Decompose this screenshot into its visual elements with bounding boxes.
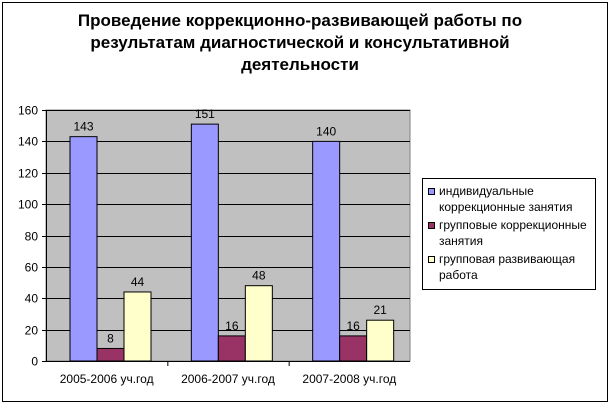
data-label: 151	[195, 107, 215, 121]
legend-item-group-development: групповая развивающая работа	[427, 251, 593, 283]
x-tick-label: 2006-2007 уч.год	[181, 372, 275, 386]
data-label: 140	[316, 124, 336, 138]
y-tick-label: 0	[31, 355, 38, 369]
bar-group-correction	[96, 347, 125, 362]
legend-label-group-development-line-2: работа	[439, 268, 478, 282]
legend-swatch-group-correction	[428, 222, 435, 229]
data-label: 8	[107, 331, 114, 345]
data-label: 48	[252, 269, 266, 283]
chart-title-line-3: деятельности	[241, 55, 359, 74]
y-tick-label: 100	[18, 198, 38, 212]
bar-group-development	[123, 291, 152, 362]
x-tick-label: 2007-2008 уч.год	[302, 372, 396, 386]
data-label: 16	[225, 319, 239, 333]
data-label: 44	[131, 275, 145, 289]
legend-swatch-individual	[428, 188, 435, 195]
y-tick-label: 120	[18, 167, 38, 181]
chart-title-line-1: Проведение коррекционно-развивающей рабо…	[77, 11, 523, 30]
legend: индивидуальные коррекционные занятия гру…	[422, 178, 596, 290]
y-tick-label: 160	[18, 104, 38, 118]
y-tick-label: 140	[18, 135, 38, 149]
bar-individual	[312, 140, 341, 362]
chart-title: Проведение коррекционно-развивающей рабо…	[40, 10, 560, 76]
bar-group-development	[366, 319, 395, 362]
legend-item-group-correction: групповые коррекционные занятия	[427, 217, 593, 249]
legend-label-group-development-line-1: групповая развивающая	[439, 252, 576, 266]
bar-group-correction	[217, 335, 246, 362]
legend-label-individual-line-1: индивидуальные	[439, 184, 534, 198]
data-label: 143	[73, 120, 93, 134]
legend-item-individual: индивидуальные коррекционные занятия	[427, 183, 593, 215]
legend-swatch-group-development	[428, 256, 435, 263]
data-label: 16	[346, 319, 360, 333]
bar-group-development	[244, 285, 273, 362]
bar-group-correction	[339, 335, 368, 362]
legend-label-group-correction-line-2: занятия	[439, 234, 483, 248]
bar-individual	[190, 123, 219, 362]
legend-label-individual-line-2: коррекционные занятия	[439, 200, 573, 214]
data-label: 21	[373, 303, 387, 317]
chart-title-line-2: результатам диагностической и консультат…	[90, 33, 510, 52]
y-tick-label: 40	[25, 292, 39, 306]
x-tick-label: 2005-2006 уч.год	[60, 372, 154, 386]
y-tick-label: 80	[25, 230, 39, 244]
bar-individual	[69, 136, 98, 362]
y-tick-label: 20	[25, 324, 39, 338]
y-tick-label: 60	[25, 261, 39, 275]
legend-label-group-correction-line-1: групповые коррекционные	[439, 218, 587, 232]
